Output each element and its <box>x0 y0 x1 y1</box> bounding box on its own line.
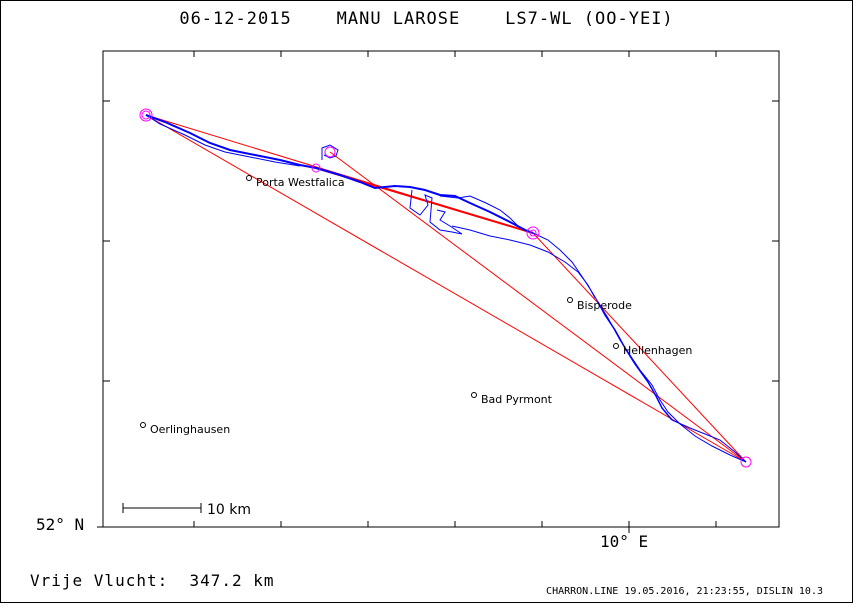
town-label-bisperode: Bisperode <box>577 299 632 312</box>
turnpoint-circle-icon <box>526 226 540 240</box>
flight-track <box>145 114 747 463</box>
town-label-hellenhagen: Hellenhagen <box>623 344 692 357</box>
town-circle-icon <box>613 343 619 349</box>
task-line-5 <box>532 232 747 463</box>
turnpoints <box>139 108 752 468</box>
town-circle-icon <box>246 175 252 181</box>
free-flight-distance: Vrije Vlucht: 347.2 km <box>30 571 275 590</box>
town-label-bad-pyrmont: Bad Pyrmont <box>481 393 553 406</box>
turnpoint-circle-icon <box>529 229 537 237</box>
map-border <box>102 50 780 528</box>
scale-bar <box>122 503 202 513</box>
axis-ticks <box>97 51 779 533</box>
town-circle-icon <box>471 392 477 398</box>
credit-line: CHARRON.LINE 19.05.2016, 21:23:55, DISLI… <box>546 586 823 597</box>
task-lines <box>145 114 747 463</box>
turnpoint-circle-icon <box>141 110 151 120</box>
task-line-4 <box>329 151 747 463</box>
turnpoint-circle-icon <box>324 146 336 158</box>
town-circle-icon <box>567 297 573 303</box>
turnpoint-circle-icon <box>139 108 153 122</box>
latitude-label: 52° N <box>36 515 85 534</box>
town-markers <box>140 175 619 428</box>
task-line-1 <box>145 114 747 463</box>
longitude-label: 10° E <box>600 532 649 551</box>
scale-bar-label: 10 km <box>207 502 251 518</box>
turnpoint-circle-icon <box>740 456 752 468</box>
town-label-porta-westfalica: Porta Westfalica <box>256 176 345 189</box>
turnpoint-circle-icon <box>311 163 321 173</box>
flight-title: 06-12-2015 MANU LAROSE LS7-WL (OO-YEI) <box>179 9 674 29</box>
town-circle-icon <box>140 422 146 428</box>
town-label-oerlinghausen: Oerlinghausen <box>150 423 230 436</box>
